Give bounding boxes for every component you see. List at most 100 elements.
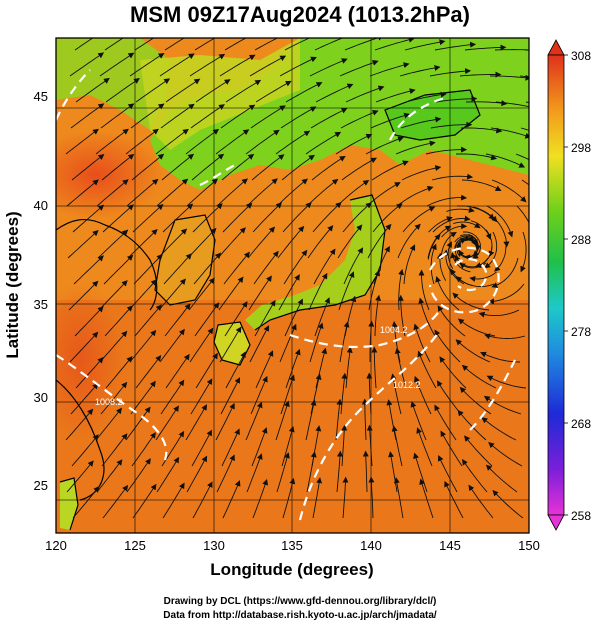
streamline [394, 347, 407, 389]
streamline [468, 484, 494, 519]
streamline [216, 178, 248, 207]
streamline [159, 53, 195, 77]
hot-region-manchuria [56, 130, 165, 220]
streamline [125, 406, 151, 441]
colorbar-bottom-arrow [547, 514, 565, 531]
typhoon-spiral-streamline [446, 206, 475, 213]
streamline [252, 478, 269, 519]
streamline [190, 104, 225, 129]
streamline [163, 253, 192, 285]
streamline [160, 103, 195, 129]
streamline [457, 409, 487, 441]
y-tick-label: 35 [34, 297, 48, 312]
streamline [219, 326, 242, 363]
streamline [374, 294, 381, 337]
streamline [396, 185, 434, 207]
japan-honshu [245, 195, 385, 330]
streamline [130, 380, 156, 415]
streamline [161, 153, 195, 181]
streamline [165, 353, 190, 389]
x-tick-label: 145 [439, 538, 461, 553]
streamline [459, 71, 502, 78]
streamline [520, 127, 529, 131]
streamline [281, 426, 295, 467]
streamline [429, 68, 472, 77]
streamline [366, 182, 401, 207]
streamline [315, 83, 354, 103]
cool-land-northeast [150, 38, 529, 190]
streamline [284, 298, 303, 337]
streamline [343, 247, 364, 285]
streamline [397, 294, 406, 337]
streamline [403, 244, 416, 285]
credit-drawing: Drawing by DCL (https://www.gfd-dennou.o… [164, 596, 437, 607]
streamline [491, 179, 527, 203]
streamline [285, 348, 301, 389]
streamline [255, 350, 274, 389]
streamline [221, 153, 255, 181]
streamline [281, 154, 315, 181]
streamline [425, 146, 468, 155]
streamline [465, 100, 508, 107]
x-tick-label: 150 [518, 538, 540, 553]
streamline [336, 179, 370, 207]
streamline [71, 434, 99, 467]
streamline [66, 179, 99, 207]
streamline [391, 321, 401, 363]
streamline [245, 129, 280, 155]
streamline [246, 178, 278, 207]
streamline [134, 38, 155, 51]
streamline [219, 54, 256, 77]
colorbar-tick: 288 [571, 233, 591, 247]
streamline [337, 224, 363, 259]
streamline [374, 38, 415, 51]
streamline [485, 464, 518, 493]
streamline [100, 103, 135, 129]
streamline [361, 398, 368, 441]
streamline [65, 128, 99, 155]
streamline [418, 297, 436, 337]
streamline [339, 60, 379, 77]
streamline [280, 374, 295, 415]
streamline [189, 53, 226, 77]
streamline [102, 204, 134, 233]
x-axis: 120 125 130 135 140 145 150 Longitude (d… [45, 538, 540, 579]
streamline [335, 133, 373, 155]
streamline [282, 202, 312, 233]
hot-region-china-coast [56, 280, 125, 440]
streamline [218, 276, 244, 311]
streamline [190, 378, 213, 415]
colorbar-tick: 308 [571, 49, 591, 63]
streamline [338, 271, 355, 311]
streamline [130, 103, 165, 129]
streamline [342, 476, 349, 519]
streamline [484, 231, 498, 269]
streamline [393, 477, 404, 519]
streamline [195, 352, 218, 389]
streamline [67, 230, 99, 259]
streamline [342, 202, 372, 233]
streamline [100, 381, 128, 415]
streamline [188, 277, 215, 311]
streamline [280, 106, 317, 129]
colorbar: 308 298 288 278 268 258 [547, 39, 591, 531]
streamline [104, 38, 124, 51]
typhoon-spiral-streamline [459, 234, 481, 252]
streamline [72, 204, 105, 233]
streamline [340, 372, 348, 415]
streamline [461, 179, 502, 191]
streamline [419, 478, 434, 519]
x-tick-label: 140 [360, 538, 382, 553]
streamline [345, 85, 385, 103]
streamline [156, 456, 180, 493]
typhoon-spiral-streamline [464, 238, 479, 261]
streamline [306, 451, 317, 493]
streamline [315, 347, 328, 389]
streamline [464, 44, 507, 51]
streamline [418, 269, 430, 311]
streamline [515, 153, 529, 161]
streamline [102, 484, 129, 519]
streamline [370, 112, 411, 129]
streamline [129, 52, 165, 77]
streamline [186, 455, 208, 493]
